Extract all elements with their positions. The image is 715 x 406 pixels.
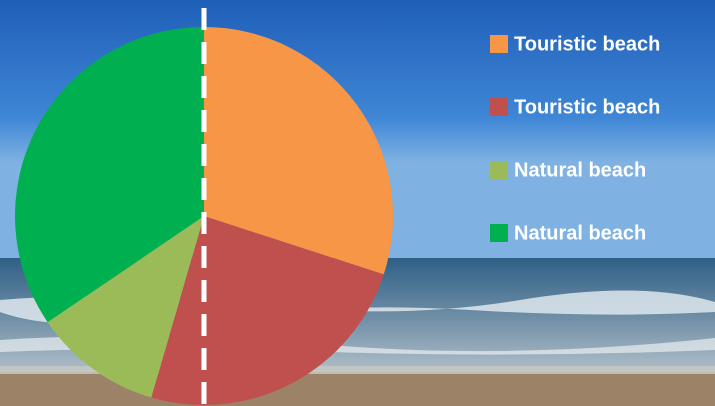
legend-label: Touristic beach (514, 96, 660, 118)
legend-swatch (490, 98, 508, 116)
legend-swatch (490, 161, 508, 179)
legend-swatch (490, 35, 508, 53)
legend-swatch (490, 224, 508, 242)
legend-label: Natural beach (514, 159, 646, 181)
chart: Touristic beach Touristic beach Natural be… (0, 0, 715, 406)
legend-label: Natural beach (514, 222, 646, 244)
legend-label: Touristic beach (514, 33, 660, 55)
